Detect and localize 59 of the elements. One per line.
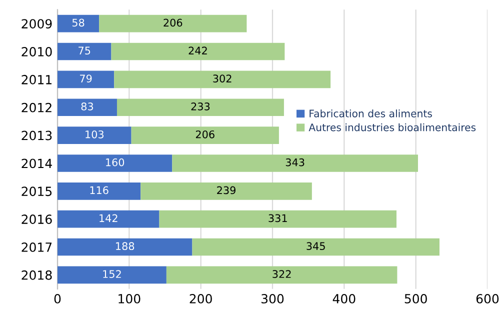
- data-label: 302: [213, 74, 232, 82]
- x-tick-label: 500: [404, 294, 427, 304]
- data-label: 188: [116, 242, 134, 250]
- data-label: 233: [191, 102, 210, 110]
- y-tick-label: 2016: [22, 214, 52, 224]
- y-tick-label: 2015: [22, 186, 52, 196]
- x-tick-label: 300: [262, 294, 284, 304]
- legend-label: Fabrication des aliments: [310, 110, 432, 118]
- data-label: 58: [72, 18, 84, 27]
- x-tick-label: 400: [332, 294, 356, 304]
- data-label: 206: [164, 18, 182, 27]
- x-tick-label: 0: [54, 294, 61, 304]
- y-tick-label: 2017: [22, 242, 52, 252]
- data-label: 142: [100, 214, 118, 222]
- data-label: 206: [196, 130, 214, 138]
- bar: [172, 154, 418, 172]
- data-label: 345: [306, 242, 325, 250]
- bar: [159, 210, 396, 228]
- data-label: 331: [268, 214, 287, 222]
- y-tick-label: 2010: [22, 46, 52, 56]
- bar: [131, 126, 279, 144]
- data-label: 75: [78, 46, 90, 55]
- legend-label: Autres industries bioalimentaires: [308, 123, 476, 132]
- bar: [192, 238, 440, 256]
- y-tick-label: 2011: [22, 74, 52, 84]
- data-label: 103: [86, 130, 104, 138]
- bar: [58, 154, 172, 172]
- data-label: 83: [81, 102, 94, 110]
- bar: [116, 98, 284, 116]
- bar: [58, 238, 192, 256]
- bar: [166, 266, 398, 284]
- data-label: 152: [103, 270, 121, 278]
- y-tick-label: 2014: [22, 158, 52, 168]
- bar: [114, 70, 331, 88]
- data-label: 160: [106, 158, 124, 166]
- bar: [58, 182, 141, 200]
- x-tick-label: 100: [118, 294, 140, 304]
- bar: [140, 182, 312, 200]
- y-tick-label: 2018: [22, 270, 52, 280]
- bar: [58, 42, 112, 60]
- y-tick-label: 2009: [22, 19, 52, 29]
- data-label: 116: [90, 186, 108, 194]
- data-label: 322: [272, 270, 291, 278]
- data-label: 239: [217, 186, 236, 194]
- x-tick-label: 200: [190, 294, 212, 304]
- data-label: 242: [188, 46, 207, 54]
- bar: [58, 210, 160, 228]
- y-tick-label: 2013: [22, 130, 52, 140]
- bar: [58, 98, 117, 116]
- data-label: 343: [286, 158, 304, 166]
- bar: [58, 70, 114, 88]
- y-tick-label: 2012: [22, 102, 52, 112]
- data-label: 79: [80, 74, 92, 82]
- bar: [99, 14, 247, 32]
- bar: [58, 14, 100, 32]
- x-tick-label: 600: [476, 294, 499, 304]
- bar: [58, 126, 132, 144]
- bar: [58, 266, 166, 284]
- bar: [111, 42, 285, 60]
